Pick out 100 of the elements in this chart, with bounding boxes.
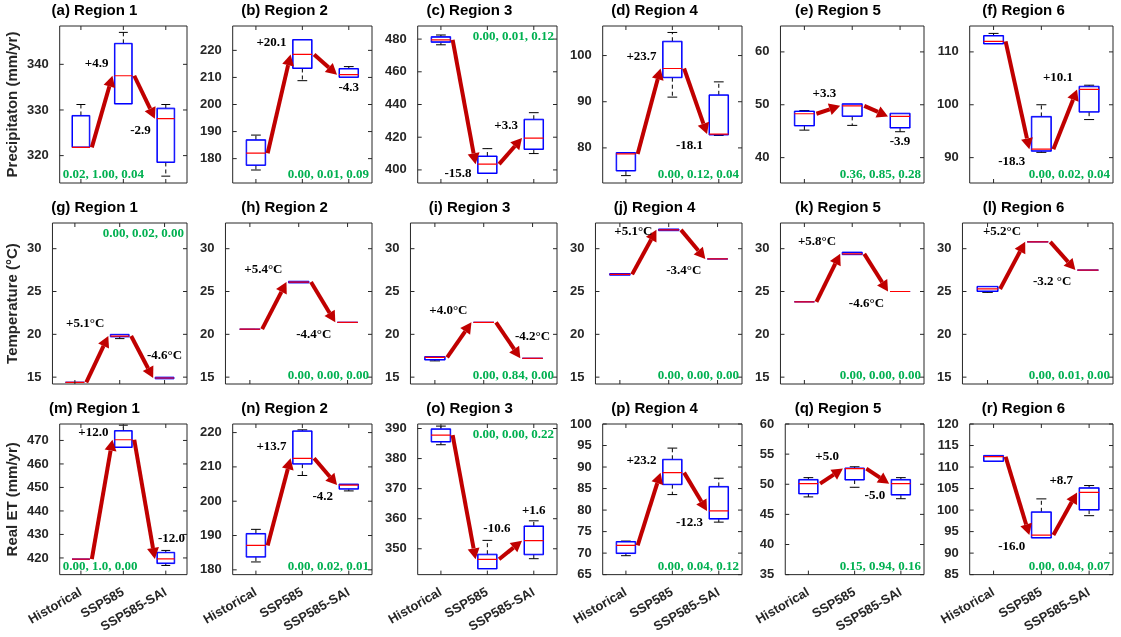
y-tick-label: 360 [384, 510, 407, 526]
annotation: -4.4°C [296, 325, 332, 341]
y-tick-label: 420 [384, 128, 407, 144]
annotation: 0.00, 1.0, 0.00 [62, 558, 138, 573]
y-tick-label: 180 [199, 561, 222, 577]
y-tick-label: 15 [199, 368, 215, 384]
y-tick-label: 50 [754, 96, 770, 112]
chart-title: (r) Region 6 [981, 399, 1066, 417]
y-tick-label: 30 [384, 240, 400, 256]
y-tick-label: 220 [199, 41, 222, 57]
y-tick-label: 100 [936, 501, 959, 517]
annotation: 0.00, 0.00, 0.00 [839, 367, 921, 383]
y-tick-label: 70 [577, 544, 592, 560]
y-tick-label: 480 [384, 30, 407, 46]
annotation: +13.7 [256, 437, 288, 453]
chart-title: (p) Region 4 [611, 399, 699, 417]
annotation: -15.8 [444, 165, 473, 181]
chart-title: (j) Region 4 [613, 198, 696, 216]
y-tick-label: 90 [944, 149, 959, 165]
y-tick-label: 340 [26, 55, 49, 71]
y-tick-label: 30 [936, 240, 952, 256]
annotation: 0.00, 0.01, 0.00 [1028, 367, 1110, 383]
y-tick-label: 20 [569, 325, 585, 341]
chart-title: (n) Region 2 [241, 399, 328, 417]
annotation: 0.00, 0.00, 0.00 [287, 367, 369, 383]
annotation: -2.9 [130, 122, 152, 138]
y-tick-label: 30 [569, 240, 585, 256]
annotation: -5.0 [864, 487, 886, 503]
y-tick-label: 440 [26, 502, 49, 518]
y-tick-label: 60 [754, 43, 770, 59]
y-tick-label: 100 [569, 47, 592, 63]
y-tick-label: 110 [937, 43, 959, 59]
y-tick-label: 45 [759, 505, 775, 521]
annotation: +5.0 [815, 447, 839, 463]
y-tick-label: 90 [577, 458, 592, 474]
annotation: 0.00, 0.00, 0.00 [657, 367, 739, 383]
annotation: +12.0 [78, 424, 109, 440]
y-axis-title: Precipitaton (mm/yr) [3, 31, 21, 178]
y-tick-label: 120 [936, 415, 959, 431]
annotation: -3.9 [889, 133, 911, 149]
y-tick-label: 380 [384, 450, 407, 466]
y-tick-label: 20 [936, 325, 952, 341]
y-tick-label: 80 [577, 139, 592, 155]
y-tick-label: 90 [577, 93, 592, 109]
annotation: 0.00, 0.04, 0.12 [657, 558, 739, 573]
y-tick-label: 75 [577, 523, 592, 539]
annotation: +5.1°C [614, 223, 653, 239]
annotation: 0.00, 0.02, 0.00 [102, 225, 184, 241]
y-tick-label: 370 [384, 480, 407, 496]
y-tick-label: 460 [26, 455, 49, 471]
annotation: -10.6 [483, 519, 511, 535]
y-tick-label: 30 [754, 240, 770, 256]
y-tick-label: 25 [199, 283, 215, 299]
y-tick-label: 15 [569, 368, 585, 384]
y-tick-label: 210 [199, 458, 222, 474]
annotation: 0.00, 0.12, 0.04 [657, 166, 740, 182]
annotation: +5.4°C [244, 261, 283, 277]
annotation: +4.9 [84, 55, 109, 71]
y-tick-label: 95 [577, 437, 592, 453]
annotation: 0.00, 0.04, 0.07 [1028, 558, 1111, 573]
y-tick-label: 440 [384, 96, 407, 112]
y-tick-label: 40 [759, 536, 775, 552]
y-tick-label: 25 [26, 283, 42, 299]
annotation: 0.00, 0.01, 0.09 [287, 166, 370, 182]
y-tick-label: 65 [577, 566, 592, 582]
y-tick-label: 85 [577, 480, 592, 496]
annotation: +3.3 [812, 85, 837, 101]
annotation: +5.1°C [66, 315, 105, 331]
y-tick-label: 200 [199, 96, 222, 112]
y-tick-label: 180 [199, 150, 222, 166]
chart-title: (o) Region 3 [426, 399, 513, 417]
chart-title: (c) Region 3 [426, 1, 513, 19]
y-tick-label: 460 [384, 63, 407, 79]
annotation: +10.1 [1042, 68, 1074, 84]
chart-title: (q) Region 5 [794, 399, 882, 417]
annotation: 0.00, 0.02, 0.01 [287, 558, 369, 573]
chart-title: (e) Region 5 [795, 1, 881, 19]
y-tick-label: 25 [754, 283, 770, 299]
y-tick-label: 470 [26, 432, 49, 448]
annotation: +20.1 [256, 33, 287, 49]
y-axis-title: Temperature (°C) [3, 243, 21, 364]
annotation: 0.36, 0.85, 0.28 [839, 166, 922, 182]
y-tick-label: 320 [26, 147, 49, 163]
annotation: 0.00, 0.00, 0.22 [472, 426, 554, 442]
y-tick-label: 80 [577, 501, 592, 517]
annotation: +5.2°C [982, 223, 1022, 239]
y-tick-label: 400 [384, 161, 407, 177]
y-tick-label: 30 [199, 240, 215, 256]
y-tick-label: 20 [199, 325, 215, 341]
chart-title: (k) Region 5 [795, 198, 881, 216]
y-tick-label: 200 [199, 492, 222, 508]
y-tick-label: 25 [936, 283, 952, 299]
annotation: -3.4°C [666, 262, 702, 278]
y-tick-label: 450 [26, 479, 49, 495]
y-tick-label: 20 [384, 325, 400, 341]
annotation: -12.0 [157, 529, 186, 545]
annotation: +1.6 [521, 502, 547, 518]
chart-title: (a) Region 1 [51, 1, 138, 19]
y-tick-label: 15 [26, 368, 42, 384]
annotation: +23.2 [626, 451, 657, 467]
